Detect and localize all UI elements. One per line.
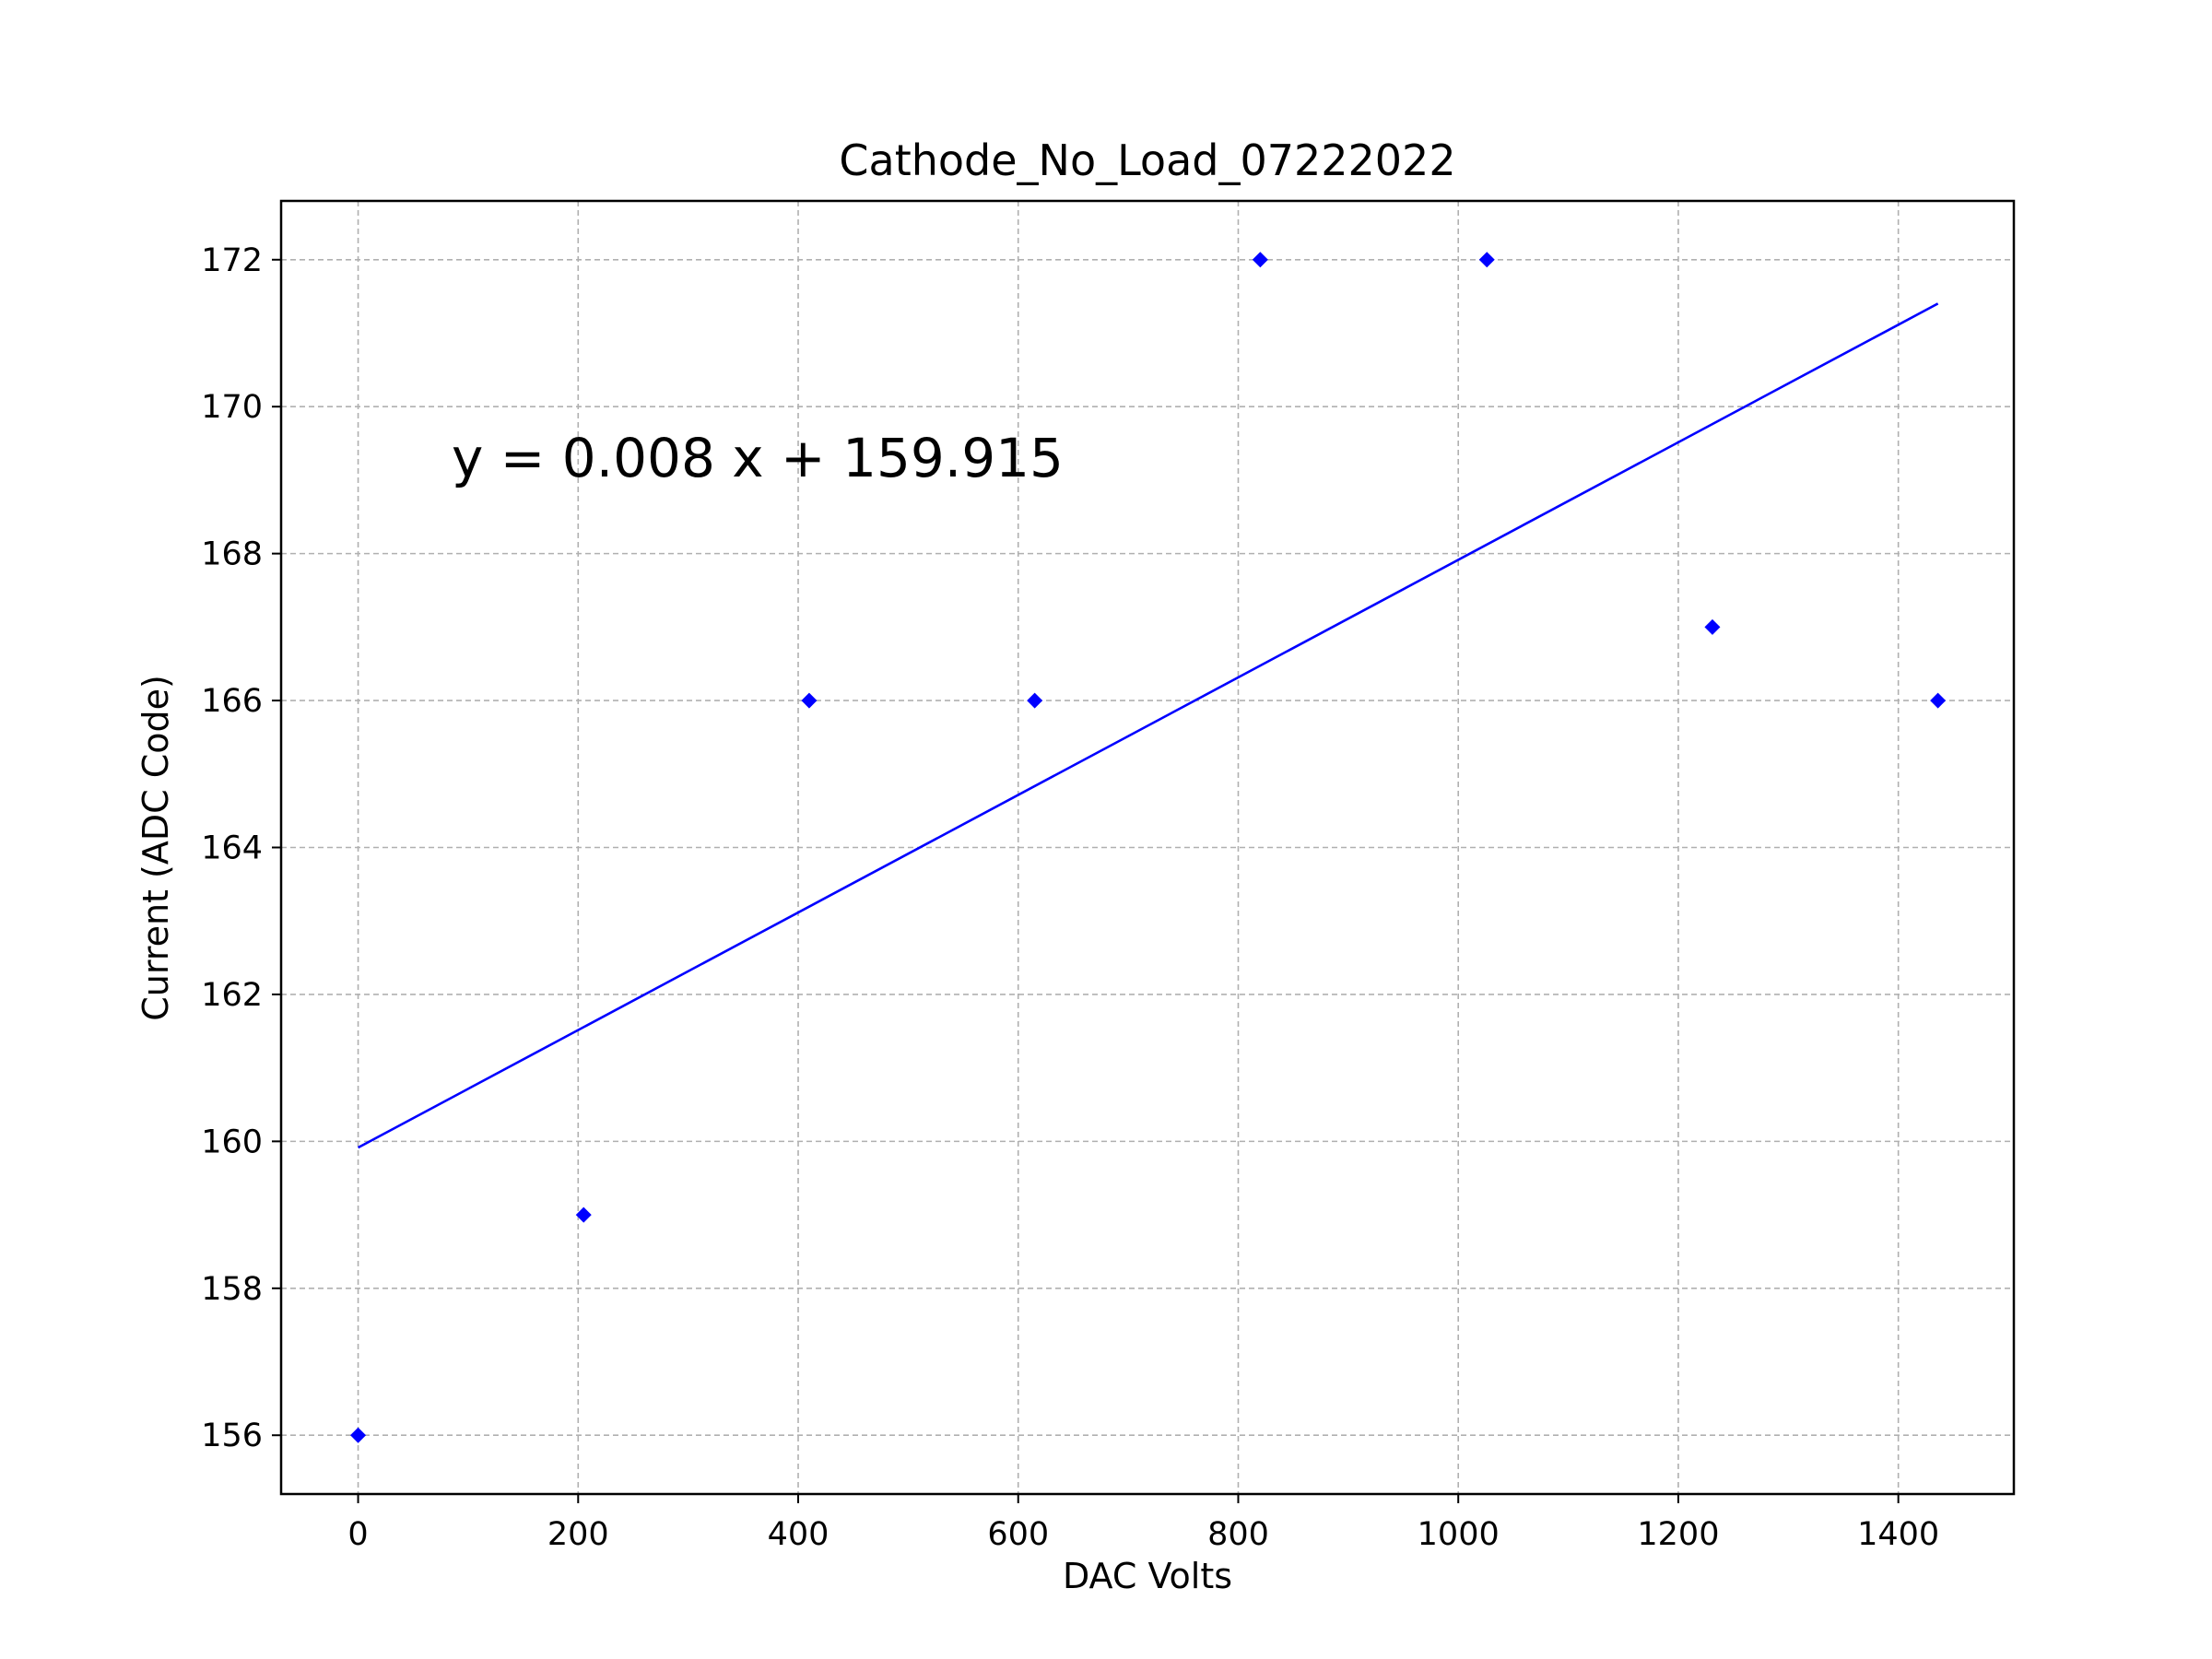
data-point <box>1027 692 1043 709</box>
y-tick-label: 162 <box>201 977 263 1014</box>
y-tick-label: 160 <box>201 1124 263 1160</box>
y-tick-label: 168 <box>201 536 263 573</box>
data-point <box>350 1427 367 1443</box>
axes-ticks: 0 200 400 600 800 1000 1200 1400 156 158 160 162 164… <box>201 242 1939 1553</box>
x-tick-label: 400 <box>768 1516 830 1553</box>
y-tick-label: 156 <box>201 1418 263 1454</box>
grid <box>281 201 2014 1494</box>
y-axis-label: Current (ADC Code) <box>135 675 176 1021</box>
data-point <box>801 692 818 709</box>
regression-line <box>357 302 1939 1149</box>
y-tick-label: 158 <box>201 1271 263 1308</box>
data-point <box>575 1206 592 1223</box>
y-tick-label: 170 <box>201 389 263 426</box>
plot-area <box>350 252 1947 1443</box>
x-tick-label: 600 <box>987 1516 1049 1553</box>
x-tick-label: 1000 <box>1418 1516 1500 1553</box>
y-tick-label: 166 <box>201 683 263 720</box>
y-tick-label: 172 <box>201 242 263 279</box>
x-tick-label: 1200 <box>1637 1516 1719 1553</box>
y-tick-label: 164 <box>201 830 263 867</box>
data-point <box>1252 252 1268 268</box>
data-point <box>1704 618 1721 635</box>
x-tick-label: 1400 <box>1857 1516 1939 1553</box>
x-axis-label: DAC Volts <box>1063 1556 1232 1596</box>
x-tick-label: 200 <box>547 1516 609 1553</box>
chart-title: Cathode_No_Load_07222022 <box>839 135 1455 185</box>
x-tick-label: 0 <box>347 1516 368 1553</box>
data-point <box>1930 692 1947 709</box>
data-point <box>1478 252 1495 268</box>
regression-equation: y = 0.008 x + 159.915 <box>452 427 1064 489</box>
x-tick-label: 800 <box>1207 1516 1269 1553</box>
